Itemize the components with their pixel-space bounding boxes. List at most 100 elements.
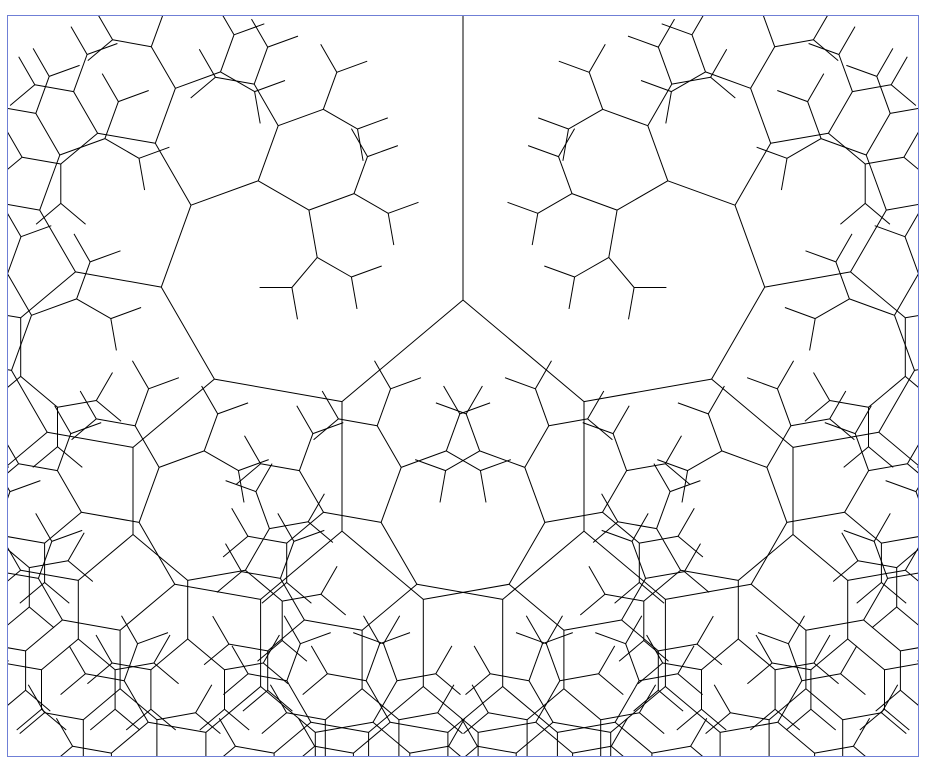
branch-depth-9 <box>437 684 455 714</box>
branch-depth-9 <box>95 372 113 401</box>
branch-depth-8 <box>929 522 934 529</box>
branch-depth-9 <box>8 156 23 170</box>
branch-depth-8 <box>253 46 269 85</box>
branch-depth-5 <box>878 431 918 466</box>
branch-depth-7 <box>286 511 324 544</box>
branch-depth-9 <box>507 201 538 214</box>
branch-depth-9 <box>459 402 491 415</box>
branch-depth-8 <box>790 418 830 427</box>
branch-depth-6 <box>886 203 918 211</box>
branch-depth-9 <box>926 544 934 572</box>
branch-depth-9 <box>225 543 243 572</box>
branch-depth-9 <box>350 276 358 309</box>
branch-depth-9 <box>67 560 94 582</box>
branch-depth-8 <box>445 413 461 452</box>
branch-depth-3 <box>160 286 215 380</box>
branch-depth-8 <box>112 39 152 48</box>
branch-depth-9 <box>610 718 628 747</box>
branch-depth-9 <box>443 385 461 415</box>
branch-depth-7 <box>528 680 554 723</box>
branch-depth-9 <box>212 615 230 645</box>
branch-depth-9 <box>302 745 316 756</box>
branch-depth-9 <box>595 632 626 645</box>
branch-depth-8 <box>35 76 50 114</box>
branch-depth-9 <box>8 131 23 158</box>
branch-depth-8 <box>57 400 97 408</box>
branch-depth-8 <box>625 643 640 681</box>
branch-depth-9 <box>320 593 347 616</box>
branch-depth-8 <box>588 72 604 110</box>
branch-depth-9 <box>114 708 141 731</box>
branch-depth-9 <box>818 759 843 766</box>
branch-depth-9 <box>153 662 179 685</box>
branch-depth-6 <box>8 203 40 211</box>
branch-depth-9 <box>903 131 918 158</box>
branch-depth-7 <box>111 721 149 754</box>
branch-depth-8 <box>104 101 119 139</box>
branch-depth-9 <box>601 493 619 523</box>
branch-depth-7 <box>805 688 844 721</box>
branch-depth-8 <box>248 673 287 682</box>
branch-depth-4 <box>792 431 879 448</box>
branch-depth-8 <box>8 663 42 671</box>
branch-depth-8 <box>44 712 84 721</box>
branch-depth-9 <box>601 759 626 766</box>
branch-depth-8 <box>8 536 45 544</box>
branch-depth-8 <box>904 236 918 274</box>
branch-depth-6 <box>304 619 363 631</box>
branch-depth-9 <box>353 632 384 645</box>
branch-depth-9 <box>677 508 695 537</box>
branch-depth-9 <box>598 673 624 695</box>
branch-depth-8 <box>801 673 841 682</box>
branch-depth-9 <box>225 480 257 493</box>
branch-depth-9 <box>216 571 242 593</box>
branch-depth-9 <box>351 265 382 278</box>
branch-depth-9 <box>244 435 262 465</box>
branch-depth-9 <box>515 632 547 645</box>
branch-depth-9 <box>439 470 447 503</box>
branch-depth-9 <box>829 390 847 420</box>
branch-depth-9 <box>639 712 665 734</box>
branch-depth-5 <box>508 522 546 585</box>
branch-depth-6 <box>770 132 829 144</box>
branch-depth-9 <box>251 18 269 48</box>
branch-depth-7 <box>372 721 411 754</box>
branch-depth-6 <box>557 721 616 733</box>
branch-depth-9 <box>653 463 671 492</box>
branch-depth-6 <box>805 619 864 631</box>
branch-depth-8 <box>383 643 398 681</box>
branch-depth-9 <box>832 560 859 582</box>
branch-depth-7 <box>602 511 640 544</box>
branch-depth-9 <box>588 44 606 73</box>
branch-depth-9 <box>238 459 269 472</box>
branch-depth-3 <box>583 530 666 600</box>
branch-depth-8 <box>112 662 151 671</box>
branch-depth-5 <box>737 534 794 581</box>
branch-depth-7 <box>244 528 270 571</box>
branch-depth-7 <box>535 680 561 723</box>
branch-depth-9 <box>435 645 453 675</box>
branch-depth-9 <box>807 73 825 102</box>
branch-depth-7 <box>37 578 63 621</box>
branch-depth-8 <box>247 535 287 544</box>
branch-depth-9 <box>677 645 695 675</box>
branch-depth-7 <box>245 569 283 602</box>
branch-depth-9 <box>900 689 918 706</box>
branch-depth-5 <box>734 143 772 206</box>
branch-depth-9 <box>705 712 731 734</box>
branch-depth-9 <box>41 708 67 731</box>
branch-depth-9 <box>254 91 261 124</box>
branch-depth-7 <box>810 638 849 671</box>
branch-depth-9 <box>121 615 139 644</box>
branch-depth-8 <box>282 593 322 602</box>
branch-depth-9 <box>55 718 74 747</box>
branch-depth-9 <box>68 645 86 675</box>
branch-depth-5 <box>39 209 76 273</box>
branch-depth-8 <box>156 712 196 721</box>
branch-depth-8 <box>316 256 352 278</box>
branch-depth-8 <box>574 256 610 278</box>
branch-depth-4 <box>734 205 766 288</box>
branch-depth-9 <box>25 689 51 712</box>
